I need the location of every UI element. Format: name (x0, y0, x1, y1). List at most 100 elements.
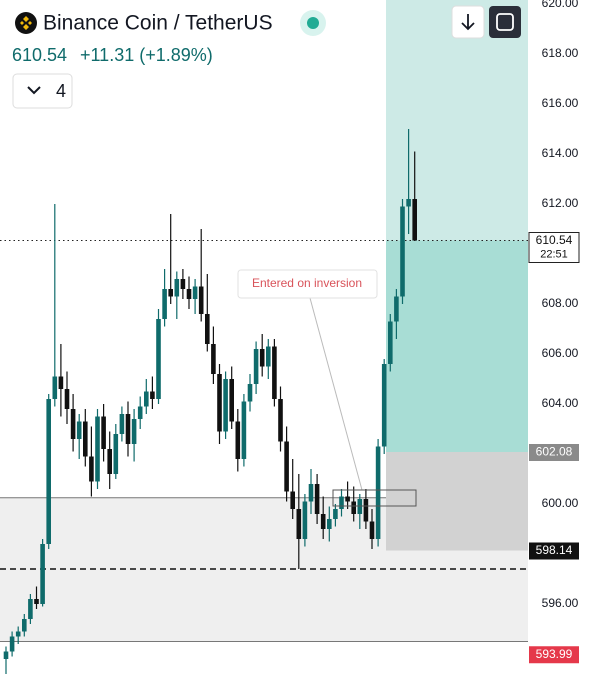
candle-body (406, 199, 411, 207)
candle-body (40, 544, 45, 604)
candle-body (28, 599, 33, 619)
price-change: +11.31 (+1.89%) (80, 45, 213, 65)
price-label: 593.99 (536, 647, 573, 661)
y-tick-label: 620.00 (542, 0, 579, 10)
candle-body (394, 296, 399, 322)
price-label-box (528, 232, 580, 263)
y-tick-label: 612.00 (542, 196, 579, 210)
y-tick-label: 604.00 (542, 396, 579, 410)
price-axis-labels: 596.00 600.00 604.00 606.00 608.00 612.00 614.… (528, 0, 580, 664)
candle-body (95, 416, 100, 482)
plot (3, 129, 417, 674)
price-label-box (529, 444, 579, 461)
background (0, 0, 528, 642)
stop-zone (386, 452, 528, 551)
candle-body (266, 346, 271, 367)
candle-body (241, 401, 247, 459)
candle-body (223, 379, 228, 432)
candle-body (180, 279, 186, 289)
candle-body (113, 434, 119, 474)
price-label-box (529, 646, 579, 664)
candle-body (388, 321, 393, 364)
candle-body (76, 421, 82, 439)
chevron-icon (27, 86, 41, 95)
price-label: 602.08 (536, 445, 573, 459)
download-icon (461, 14, 475, 31)
candle-body (400, 206, 405, 297)
fullscreen-icon (496, 13, 514, 31)
candle-body (9, 636, 15, 652)
candle-body (137, 406, 143, 419)
candle-body (314, 484, 320, 514)
candle-body (320, 514, 326, 529)
candle-body (412, 199, 417, 241)
y-tick-label: 616.00 (542, 96, 579, 110)
candle-body (296, 509, 302, 539)
candle-body (308, 484, 314, 502)
candle-body (46, 399, 51, 544)
candle-body (369, 521, 375, 539)
candle-body (198, 286, 204, 314)
candle-body (381, 364, 387, 447)
candle-body (205, 314, 210, 344)
candle-body (70, 409, 76, 439)
candle-body (339, 496, 344, 509)
candle-body (58, 376, 64, 389)
y-tick-label: 614.00 (542, 146, 579, 160)
candle-body (186, 289, 192, 299)
profit-zone (386, 240, 528, 452)
price-label-box (529, 542, 579, 560)
fullscreen-button[interactable] (489, 6, 521, 38)
y-tick-label: 600.00 (542, 496, 579, 510)
candle-body (375, 446, 381, 539)
candle-body (253, 349, 259, 384)
annotation-box (237, 269, 378, 299)
candle-body (119, 414, 125, 434)
price-label: 598.14 (536, 543, 573, 557)
candle-body (259, 349, 265, 367)
candle-body (144, 391, 149, 407)
candle-body (327, 519, 332, 529)
candle-body (345, 496, 350, 502)
candle-body (3, 651, 9, 659)
price-label: 610.54 (536, 233, 573, 247)
candle-body (278, 399, 283, 442)
candle-body (247, 384, 253, 402)
candle-body (34, 599, 39, 604)
annotation-text: Entered on inversion (252, 276, 362, 290)
last-price: 610.54 (12, 45, 67, 65)
interval-button[interactable] (12, 73, 73, 109)
candle-body (64, 389, 70, 409)
annotation-leader (309, 297, 363, 491)
candle-body (211, 344, 216, 374)
y-tick-label: 608.00 (542, 296, 579, 310)
y-tick-label: 606.00 (542, 346, 579, 360)
annotation-box-marker (332, 489, 417, 507)
price-label-time: 22:51 (540, 248, 568, 260)
candle-body (52, 376, 58, 399)
candle-body (131, 419, 137, 444)
candle-body (174, 279, 180, 297)
candle-body (162, 289, 167, 319)
candle-body (192, 286, 198, 299)
candle-body (15, 631, 21, 637)
candle-body (107, 449, 112, 474)
candle-body (333, 509, 338, 519)
candle-body (125, 414, 131, 444)
candle-body (363, 499, 369, 522)
candle-body (351, 501, 356, 514)
candle-body (229, 379, 234, 422)
price-axis (528, 0, 608, 680)
candle-body (83, 421, 88, 457)
candle-body (156, 319, 161, 399)
status-dot (307, 17, 319, 29)
candle-body (22, 619, 27, 632)
candle-body (89, 456, 94, 482)
coin-logo (20, 16, 32, 30)
candle-body (235, 421, 241, 459)
candle-body (168, 289, 173, 297)
candle-body (101, 416, 106, 449)
title: Binance Coin / TetherUS (43, 12, 273, 35)
candle-body (217, 374, 222, 432)
